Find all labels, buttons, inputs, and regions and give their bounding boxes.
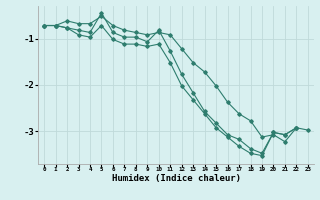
X-axis label: Humidex (Indice chaleur): Humidex (Indice chaleur): [111, 174, 241, 183]
